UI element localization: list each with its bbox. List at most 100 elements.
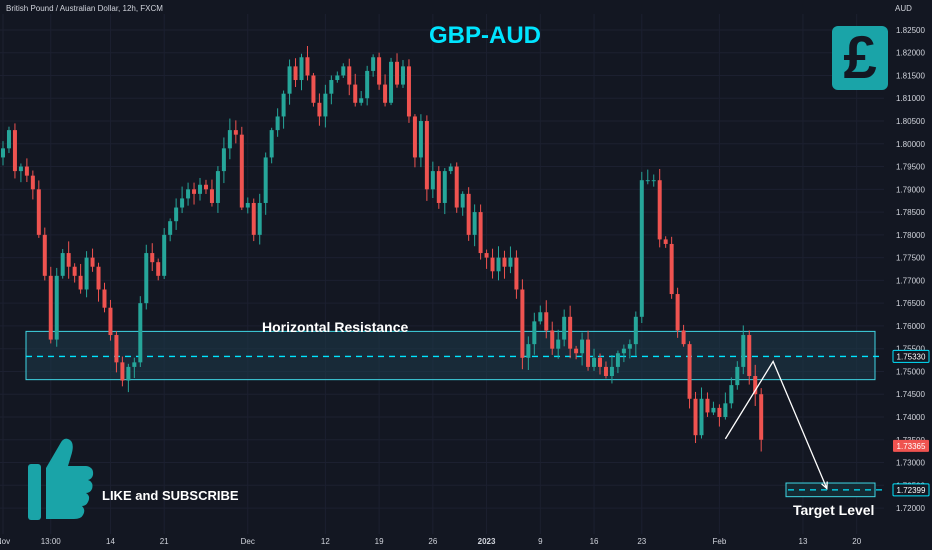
thumbs-up-icon bbox=[28, 438, 94, 520]
candle-body bbox=[120, 362, 125, 381]
price-label-text: 1.73365 bbox=[897, 442, 926, 451]
candle-body bbox=[544, 312, 549, 331]
price-tick-label: 1.78500 bbox=[896, 208, 925, 217]
candle-body bbox=[478, 212, 483, 254]
candle-body bbox=[568, 316, 573, 349]
candle-body bbox=[305, 57, 310, 76]
candle-body bbox=[6, 130, 11, 149]
candles bbox=[1, 46, 764, 452]
resistance-label: Horizontal Resistance bbox=[262, 319, 409, 335]
price-tick-label: 1.73000 bbox=[896, 459, 925, 468]
candle-body bbox=[448, 166, 453, 172]
candle-body bbox=[466, 193, 471, 235]
price-tick-label: 1.80500 bbox=[896, 117, 925, 126]
pound-icon: £ bbox=[832, 26, 888, 90]
candle-body bbox=[174, 207, 179, 222]
time-tick-label: Nov bbox=[0, 537, 10, 546]
candle-body bbox=[735, 366, 740, 386]
candle-body bbox=[532, 321, 537, 345]
candle-body bbox=[60, 253, 65, 276]
candle-body bbox=[215, 171, 220, 203]
candle-body bbox=[484, 253, 489, 258]
price-tick-label: 1.81500 bbox=[896, 71, 925, 80]
candle-body bbox=[574, 348, 579, 354]
price-tick-label: 1.78000 bbox=[896, 231, 925, 240]
time-tick-label: 20 bbox=[852, 537, 861, 546]
candle-body bbox=[759, 394, 764, 440]
target-zone bbox=[785, 482, 876, 498]
candle-body bbox=[598, 357, 602, 367]
candle-body bbox=[126, 366, 131, 381]
candle-body bbox=[502, 257, 507, 267]
candle-body bbox=[36, 189, 41, 235]
candle-body bbox=[514, 257, 519, 290]
candle-body bbox=[621, 348, 626, 354]
candle-body bbox=[496, 257, 501, 272]
candle-body bbox=[138, 303, 143, 363]
candle-body bbox=[359, 98, 364, 103]
candle-body bbox=[287, 66, 292, 94]
candle-body bbox=[233, 130, 238, 135]
price-tick-label: 1.76000 bbox=[896, 322, 925, 331]
candle-body bbox=[150, 253, 155, 263]
price-label-box bbox=[892, 483, 930, 497]
time-tick-label: 14 bbox=[106, 537, 115, 546]
candle-body bbox=[102, 289, 107, 308]
price-tick-label: 1.75000 bbox=[896, 367, 925, 376]
candle-body bbox=[365, 70, 370, 99]
candle-body bbox=[156, 262, 161, 276]
candle-body bbox=[603, 366, 608, 377]
candle-body bbox=[192, 189, 197, 194]
price-tick-label: 1.77000 bbox=[896, 276, 925, 285]
time-tick-label: 13 bbox=[799, 537, 808, 546]
candle-body bbox=[550, 330, 555, 349]
candle-body bbox=[24, 166, 29, 176]
candle-body bbox=[144, 253, 149, 304]
target-level-label: Target Level bbox=[793, 502, 875, 518]
candle-body bbox=[1, 148, 5, 158]
candle-body bbox=[96, 266, 101, 290]
candle-body bbox=[162, 234, 167, 276]
candle-body bbox=[687, 344, 692, 399]
candle-body bbox=[78, 275, 83, 290]
time-tick-label: 13:00 bbox=[41, 537, 62, 546]
candle-body bbox=[323, 93, 328, 117]
candle-body bbox=[114, 335, 119, 363]
candle-body bbox=[42, 234, 47, 276]
candle-body bbox=[389, 61, 394, 103]
price-tick-label: 1.77500 bbox=[896, 254, 925, 263]
time-tick-label: Dec bbox=[241, 537, 255, 546]
price-label-text: 1.72399 bbox=[897, 486, 926, 495]
candle-body bbox=[436, 171, 441, 203]
candle-body bbox=[717, 407, 722, 417]
candle-body bbox=[263, 157, 268, 203]
candle-body bbox=[615, 353, 620, 367]
price-tick-label: 1.82000 bbox=[896, 49, 925, 58]
price-tick-label: 1.80000 bbox=[896, 140, 925, 149]
candle-body bbox=[723, 403, 728, 417]
resistance-zone bbox=[25, 330, 876, 381]
candle-body bbox=[395, 61, 400, 85]
candle-body bbox=[269, 130, 274, 158]
candle-body bbox=[221, 148, 226, 172]
candle-body bbox=[12, 130, 17, 172]
candle-body bbox=[406, 66, 411, 117]
candle-body bbox=[663, 239, 668, 244]
candle-body bbox=[651, 180, 656, 182]
candle-body bbox=[741, 335, 746, 367]
candle-body bbox=[508, 257, 513, 267]
candle-body bbox=[400, 66, 405, 85]
currency-label: AUD bbox=[895, 4, 912, 13]
candle-body bbox=[239, 134, 244, 208]
price-labels: 1.75330 1.73365 1.72399 bbox=[892, 349, 930, 497]
projection-path bbox=[724, 360, 828, 489]
candle-body bbox=[335, 75, 340, 81]
candle-body bbox=[520, 289, 525, 358]
price-tick-label: 1.79000 bbox=[896, 185, 925, 194]
candle-body bbox=[257, 202, 262, 235]
candle-body bbox=[633, 316, 638, 345]
candle-body bbox=[609, 366, 614, 377]
candle-body bbox=[556, 339, 561, 349]
